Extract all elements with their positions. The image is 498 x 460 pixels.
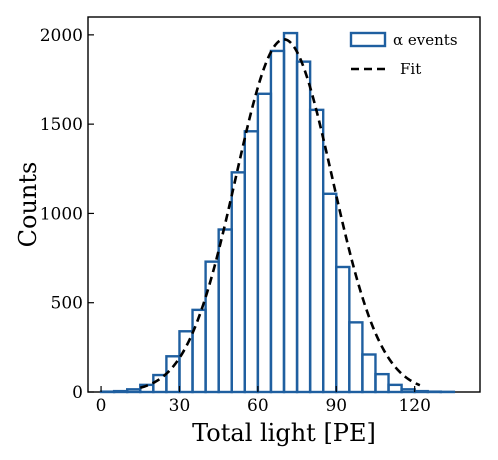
x-axis-title: Total light [PE] [192,419,376,447]
x-tick-label: 120 [398,396,430,416]
histogram-bin [361,353,377,394]
legend-label-fit: Fit [400,60,421,78]
legend: α events Fit [349,31,458,78]
x-tick-label: 90 [325,396,347,416]
histogram-bin [335,265,351,394]
y-tick-label: 0 [72,383,83,403]
histogram-bin [256,92,273,394]
histogram-bin [230,171,247,394]
histogram-bin [243,130,260,394]
histogram-bin [204,260,220,394]
y-tick-label: 2000 [40,26,83,46]
legend-label-alpha-events: α events [393,31,458,49]
histogram-bin [112,389,129,394]
histogram-bin [387,383,403,394]
histogram-bin [308,108,325,394]
histogram-bin [413,389,429,394]
histogram-bin [269,49,286,394]
y-tick-label: 1500 [40,115,83,135]
fit-layer [139,38,421,390]
histogram-bin [374,372,390,394]
fit-curve [139,38,421,390]
y-tick-label: 500 [51,294,83,314]
y-tick-label: 1000 [40,204,83,224]
ticks-layer: 0 30 60 90 120 0 500 1000 1500 2000 [40,26,431,416]
histogram-bin [322,192,338,394]
x-tick-label: 60 [247,396,269,416]
x-tick-label: 0 [96,396,107,416]
histogram-bin [125,388,142,394]
legend-swatch-alpha-events [349,31,387,48]
x-tick-label: 30 [169,396,191,416]
histogram-bin [400,388,416,394]
histogram-bin [152,373,168,394]
histogram-bin [191,308,207,394]
histogram-bin [348,321,364,394]
histogram-bin [295,60,312,394]
histogram-bin [282,31,299,394]
y-axis-title: Counts [14,162,42,248]
histogram-bin [217,228,233,394]
histogram-layer [99,31,456,394]
